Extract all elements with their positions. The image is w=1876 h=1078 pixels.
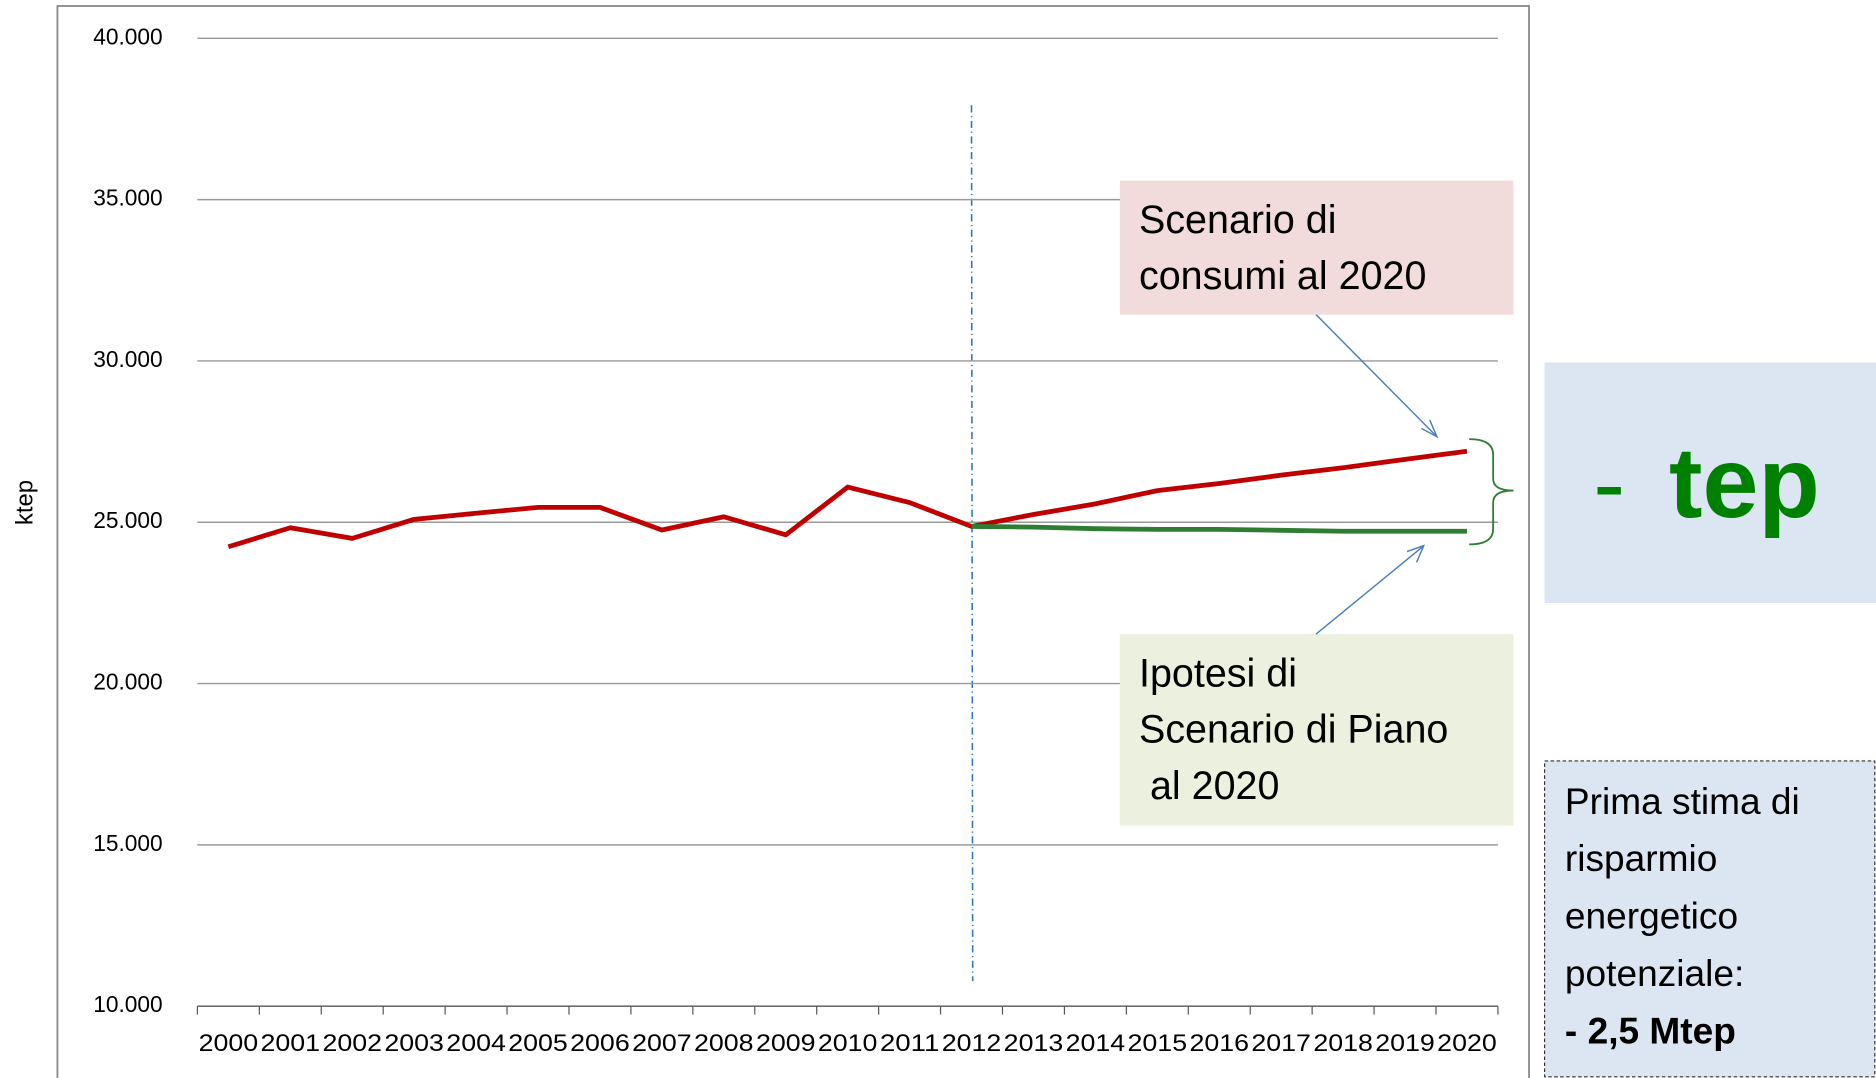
x-tick-label: 2020 xyxy=(1437,1030,1497,1057)
note-text: Prima stima di xyxy=(1565,780,1800,822)
note-bold: - 2,5 Mtep xyxy=(1565,1010,1736,1052)
x-tick-label: 2018 xyxy=(1313,1030,1373,1057)
arrow-head xyxy=(1421,419,1439,439)
arrow xyxy=(1315,546,1424,635)
headline-box xyxy=(1544,362,1876,604)
x-tick-label: 2019 xyxy=(1375,1030,1435,1057)
annotation-text: Scenario di xyxy=(1139,198,1336,242)
x-tick-label: 2000 xyxy=(199,1030,259,1057)
x-tick-label: 2011 xyxy=(880,1030,940,1057)
x-tick-label: 2007 xyxy=(632,1030,692,1057)
y-tick-label: 25.000 xyxy=(93,507,162,533)
annotation-text: Scenario di Piano xyxy=(1139,708,1448,752)
y-tick-label: 40.000 xyxy=(93,23,162,49)
brace xyxy=(1469,438,1514,546)
annotation-box xyxy=(1119,634,1514,826)
y-tick-label: 35.000 xyxy=(93,185,162,211)
annotation-text: Ipotesi di xyxy=(1139,651,1297,695)
y-tick-label: 15.000 xyxy=(93,830,162,856)
x-tick-label: 2009 xyxy=(756,1030,816,1057)
x-tick-label: 2005 xyxy=(508,1030,568,1057)
headline-word: tep xyxy=(1669,427,1820,539)
note-text: risparmio xyxy=(1565,837,1717,879)
x-tick-label: 2008 xyxy=(694,1030,754,1057)
note-text: potenziale: xyxy=(1565,952,1744,994)
note-text: energetico xyxy=(1565,895,1738,937)
x-tick-label: 2014 xyxy=(1066,1030,1126,1057)
divider-line xyxy=(970,105,974,982)
annotation-box xyxy=(1119,180,1514,315)
plot-frame xyxy=(56,5,1530,1078)
x-tick-label: 2017 xyxy=(1251,1030,1311,1057)
y-tick-label: 30.000 xyxy=(93,346,162,372)
x-tick-label: 2006 xyxy=(570,1030,630,1057)
note-box xyxy=(1543,760,1876,1078)
series-line xyxy=(971,524,1467,534)
x-tick-label: 2012 xyxy=(942,1030,1002,1057)
x-tick-label: 2010 xyxy=(818,1030,878,1057)
y-axis-label: ktep xyxy=(12,480,39,525)
arrow xyxy=(1315,314,1437,437)
annotation-text: al 2020 xyxy=(1139,764,1279,808)
x-tick-label: 2016 xyxy=(1189,1030,1249,1057)
x-tick-label: 2013 xyxy=(1004,1030,1064,1057)
x-tick-label: 2001 xyxy=(261,1030,321,1057)
y-tick-label: 20.000 xyxy=(93,669,162,695)
series-line xyxy=(227,448,1468,550)
y-tick-label: 10.000 xyxy=(93,991,162,1017)
x-tick-label: 2003 xyxy=(384,1030,444,1057)
headline-dash: - xyxy=(1593,430,1625,537)
x-tick-label: 2004 xyxy=(446,1030,506,1057)
x-tick-label: 2002 xyxy=(322,1030,382,1057)
arrow-head xyxy=(1406,544,1426,563)
x-tick-label: 2015 xyxy=(1128,1030,1188,1057)
annotation-text: consumi al 2020 xyxy=(1139,254,1426,298)
